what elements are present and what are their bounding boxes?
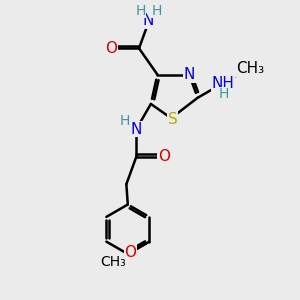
Text: S: S (168, 112, 178, 127)
Text: H: H (152, 4, 162, 18)
Text: H: H (120, 114, 130, 128)
Text: O: O (105, 41, 117, 56)
Text: N: N (184, 67, 195, 82)
Text: O: O (158, 149, 170, 164)
Text: H: H (135, 4, 146, 18)
Text: CH₃: CH₃ (101, 255, 126, 269)
Text: NH: NH (212, 76, 234, 91)
Text: CH₃: CH₃ (236, 61, 264, 76)
Text: H: H (219, 87, 230, 101)
Text: O: O (124, 245, 136, 260)
Text: N: N (143, 14, 154, 28)
Text: N: N (130, 122, 142, 137)
